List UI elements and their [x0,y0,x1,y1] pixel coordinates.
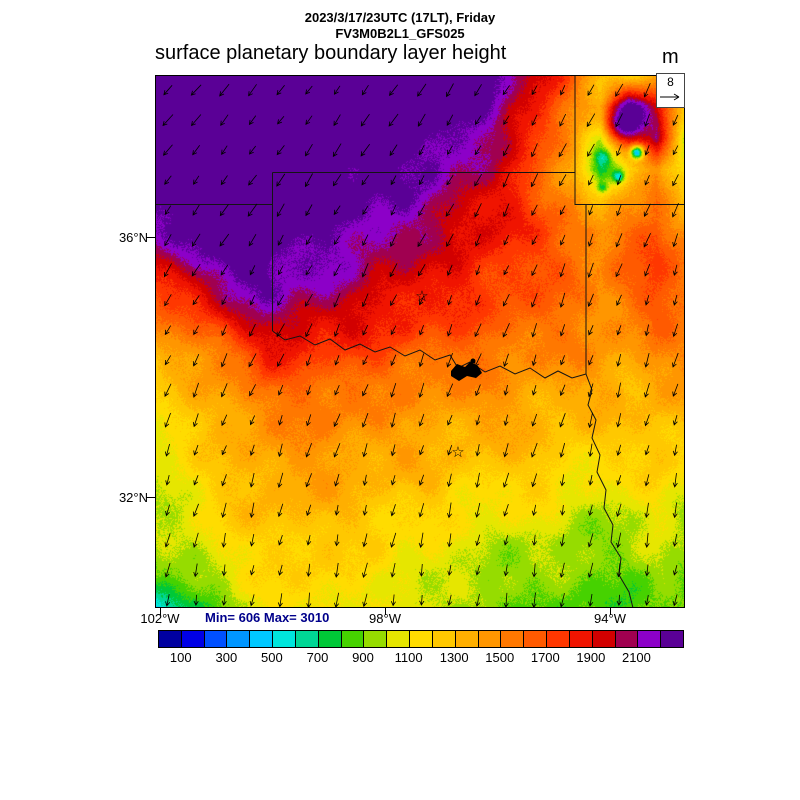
state-borders [155,75,685,608]
colorbar-cell [569,631,593,647]
colorbar-cell [592,631,616,647]
colorbar-cell [181,631,205,647]
colorbar-cell [159,631,182,647]
lon-tick-label-102w: 102°W [140,611,180,626]
page-title: surface planetary boundary layer height [155,42,507,64]
lat-tick-mark [146,497,155,498]
colorbar-tick-label: 1300 [439,650,469,665]
colorbar-cell [341,631,365,647]
star-marker: ☆ [451,444,464,461]
datetime-title: 2023/3/17/23UTC (17LT), Friday [304,10,496,25]
colorbar-cell [387,631,411,647]
city-star-markers: ☆☆ [415,288,464,461]
colorbar-cell [478,631,502,647]
lon-tick-label-98w: 98°W [369,611,401,626]
colorbar-cell [661,631,684,647]
reference-vector-box: 8 [656,73,685,108]
colorbar-cell [410,631,433,647]
colorbar-tick-label: 1100 [394,650,423,665]
colorbar-cell [273,631,296,647]
colorbar-cell [615,631,639,647]
colorbar-cell [295,631,319,647]
lon-tick-mark [160,608,161,615]
minmax-label: Min= 606 Max= 3010 [205,610,330,625]
units-label: m [662,46,679,68]
colorbar-tick-label: 700 [306,650,329,665]
colorbar-tick-label: 100 [169,650,192,665]
colorbar-tick-label: 900 [352,650,374,665]
colorbar-tick-label: 1900 [576,650,606,665]
colorbar-cell [250,631,274,647]
colorbar-tick-label: 2100 [621,650,651,665]
lat-tick-mark [146,237,155,238]
lake-texoma-shape [451,358,482,381]
colorbar-cell [638,631,662,647]
lon-tick-mark [610,608,611,615]
lat-tick-label-32n: 32°N [118,490,148,505]
colorbar-cell [501,631,525,647]
colorbar-cell [547,631,570,647]
colorbar-tick-label: 1700 [530,650,560,665]
map-plot-area: ☆ ☆ [155,75,685,608]
lon-tick-label-94w: 94°W [594,611,626,626]
lon-tick-mark [385,608,386,615]
pbl-field-canvas [155,75,685,608]
colorbar [158,630,684,648]
star-marker: ☆ [415,288,428,305]
reference-vector-value: 8 [667,75,674,89]
reference-vector-arrow-icon [660,93,680,101]
map-frame [155,75,685,608]
colorbar-tick-label: 1500 [485,650,515,665]
colorbar-cell [318,631,342,647]
colorbar-cell [364,631,388,647]
colorbar-cell [227,631,251,647]
colorbar-tick-label: 300 [215,650,238,665]
model-title: FV3M0B2L1_GFS025 [335,26,465,41]
colorbar-cell [455,631,479,647]
colorbar-tick-label: 500 [261,650,283,665]
lat-tick-label-36n: 36°N [118,230,148,245]
colorbar-cell [432,631,456,647]
colorbar-cell [204,631,228,647]
wind-arrows [162,82,679,608]
colorbar-cell [524,631,548,647]
map-overlay: ☆☆ [155,75,685,608]
